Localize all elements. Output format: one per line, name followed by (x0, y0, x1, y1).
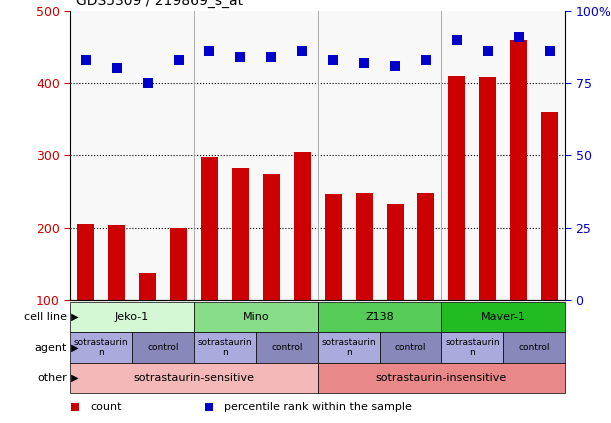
Bar (318, 332, 379, 363)
Bar (263, 174, 280, 300)
Point (66, 404, 76, 410)
Bar (442, 332, 503, 363)
Text: sotrastaurin
n: sotrastaurin n (74, 338, 128, 357)
Bar (201, 157, 218, 300)
Bar (70, 302, 194, 332)
Bar (77, 224, 94, 300)
Point (143, 80, 153, 86)
Bar (318, 363, 565, 393)
Bar (480, 77, 496, 300)
Bar (387, 204, 403, 300)
Text: control: control (147, 343, 179, 352)
Bar (139, 273, 156, 300)
Bar (379, 332, 441, 363)
Point (235, 53, 245, 60)
Text: sotrastaurin-insensitive: sotrastaurin-insensitive (376, 373, 507, 383)
Bar (194, 302, 318, 332)
Text: Jeko-1: Jeko-1 (115, 312, 149, 322)
Bar (70, 363, 318, 393)
Point (174, 56, 183, 63)
Point (514, 33, 524, 40)
Point (359, 59, 369, 66)
Text: control: control (519, 343, 550, 352)
Point (112, 65, 122, 72)
Text: Z138: Z138 (365, 312, 394, 322)
Bar (256, 332, 318, 363)
Text: control: control (395, 343, 426, 352)
Text: sotrastaurin
n: sotrastaurin n (445, 338, 500, 357)
Point (545, 48, 555, 55)
Text: sotrastaurin
n: sotrastaurin n (321, 338, 376, 357)
Point (298, 48, 307, 55)
Text: agent: agent (35, 343, 67, 353)
Point (390, 62, 400, 69)
Bar (324, 194, 342, 300)
Text: percentile rank within the sample: percentile rank within the sample (224, 402, 412, 412)
Text: control: control (271, 343, 302, 352)
Bar (442, 302, 565, 332)
Text: sotrastaurin-sensitive: sotrastaurin-sensitive (133, 373, 255, 383)
Bar (194, 332, 256, 363)
Bar (108, 225, 125, 300)
Point (452, 36, 462, 43)
Point (205, 48, 214, 55)
Text: ▶: ▶ (68, 373, 78, 383)
Point (328, 56, 338, 63)
Bar (448, 76, 466, 300)
Text: Maver-1: Maver-1 (481, 312, 525, 322)
Text: Mino: Mino (243, 312, 269, 322)
Bar (503, 332, 565, 363)
Bar (70, 332, 132, 363)
Bar (170, 228, 187, 300)
Text: ▶: ▶ (68, 343, 78, 353)
Text: GDS5309 / 219869_s_at: GDS5309 / 219869_s_at (76, 0, 244, 8)
Bar (417, 193, 434, 300)
Point (483, 48, 492, 55)
Bar (132, 332, 194, 363)
Point (266, 53, 276, 60)
Bar (541, 112, 558, 300)
Bar (232, 168, 249, 300)
Text: other: other (37, 373, 67, 383)
Bar (510, 39, 527, 300)
Text: sotrastaurin
n: sotrastaurin n (197, 338, 252, 357)
Bar (318, 302, 442, 332)
Text: ▶: ▶ (68, 312, 78, 322)
Text: cell line: cell line (24, 312, 67, 322)
Point (74, 404, 84, 410)
Point (81, 56, 90, 63)
Point (421, 56, 431, 63)
Bar (356, 193, 373, 300)
Text: count: count (90, 402, 122, 412)
Bar (294, 151, 311, 300)
